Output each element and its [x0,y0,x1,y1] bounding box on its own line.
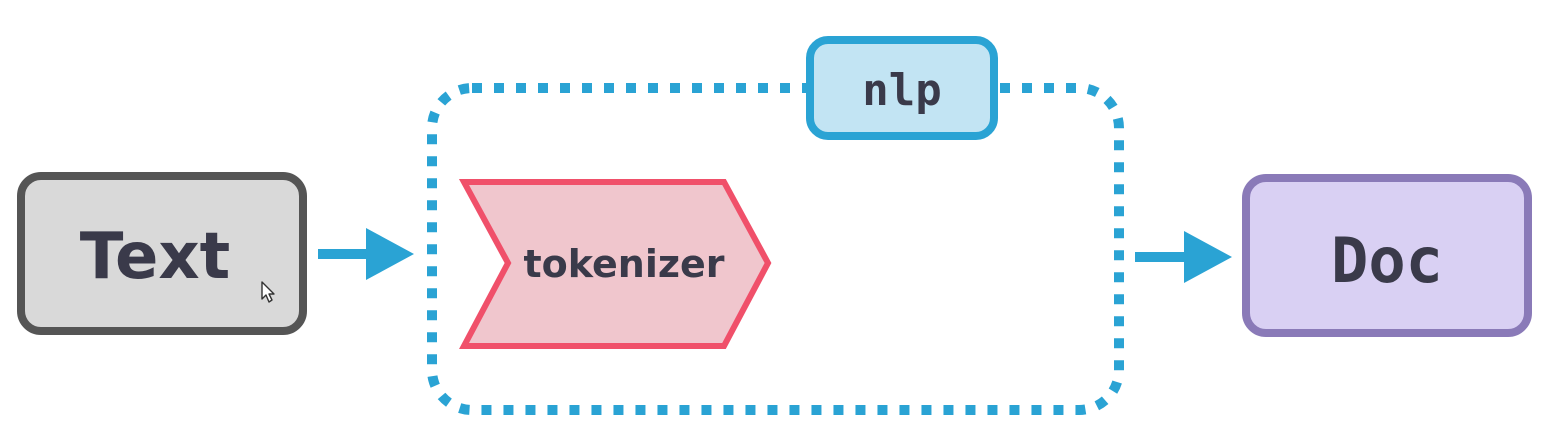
mouse-pointer-icon [261,281,275,303]
doc-node: Doc [1242,174,1532,337]
text-label: Text [80,220,230,294]
arrow-pipeline-to-doc [1135,231,1232,283]
text-node: Text [17,172,307,335]
nlp-label-node: nlp [806,36,998,140]
tokenizer-chevron [458,179,772,349]
doc-label: Doc [1331,224,1443,297]
tokenizer-node: tokenizer [458,179,772,349]
tokenizer-label: tokenizer [523,242,724,286]
text-box [17,172,307,335]
arrow-text-to-pipeline [318,228,414,280]
nlp-label-box [806,36,998,140]
doc-box [1242,174,1532,337]
nlp-pipeline-container [427,83,1124,415]
nlp-label: nlp [862,65,941,116]
